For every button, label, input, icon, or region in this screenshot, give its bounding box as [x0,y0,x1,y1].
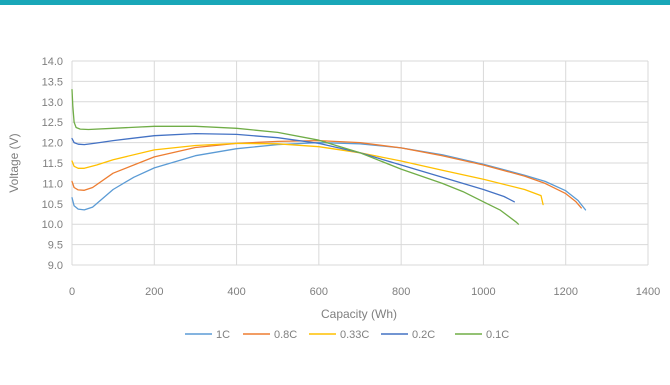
series-line-1C [71,141,587,211]
grid-lines [71,60,649,266]
x-tick-label: 800 [392,286,410,298]
x-axis-ticks: 0 200 400 600 800 1000 1200 1400 [69,286,660,298]
x-tick-label: 0 [69,286,75,298]
legend-label: 0.1C [486,329,509,341]
y-tick-label: 11.0 [42,178,63,190]
y-tick-label: 13.0 [42,97,63,109]
legend: 1C 0.8C 0.33C 0.2C 0.1C [185,329,509,341]
top-accent-bar [0,0,670,5]
y-tick-label: 10.5 [42,199,63,211]
series-lines [71,88,587,225]
legend-label: 0.8C [274,329,297,341]
x-tick-label: 1400 [636,286,660,298]
series-line-0_33C [71,142,544,206]
x-tick-label: 400 [227,286,245,298]
x-tick-label: 600 [310,286,328,298]
y-axis-ticks: 9.0 9.5 10.0 10.5 11.0 11.5 12.0 12.5 13.0 13.5 14… [42,56,63,272]
x-tick-label: 200 [145,286,163,298]
legend-label: 1C [216,329,230,341]
y-tick-label: 13.5 [42,76,63,88]
y-tick-label: 11.5 [42,158,63,170]
y-tick-label: 9.0 [48,260,63,272]
series-line-0_1C [71,88,520,225]
y-tick-label: 12.5 [42,117,63,129]
legend-label: 0.2C [412,329,435,341]
y-tick-label: 10.0 [42,219,63,231]
x-tick-label: 1200 [553,286,577,298]
y-tick-label: 9.5 [48,240,63,252]
y-axis-title: Voltage (V) [7,133,21,192]
y-tick-label: 12.0 [42,138,63,150]
y-tick-label: 14.0 [42,56,63,68]
series-line-0_2C [71,132,515,203]
x-axis-title: Capacity (Wh) [321,307,397,321]
x-tick-label: 1000 [471,286,495,298]
legend-label: 0.33C [340,329,369,341]
